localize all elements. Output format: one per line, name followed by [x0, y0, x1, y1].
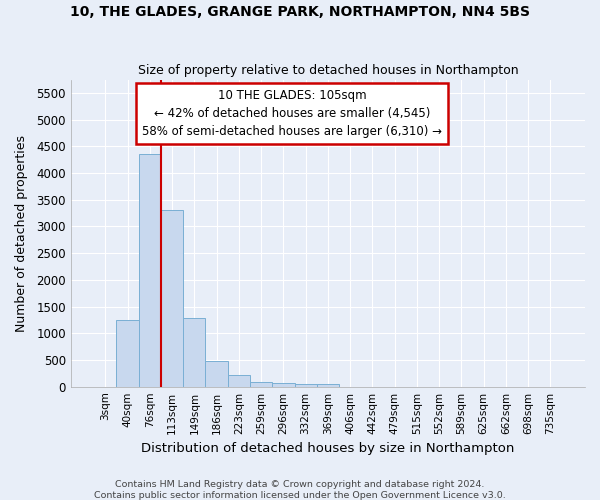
X-axis label: Distribution of detached houses by size in Northampton: Distribution of detached houses by size … [141, 442, 515, 455]
Bar [272, 383, 295, 386]
Text: 10, THE GLADES, GRANGE PARK, NORTHAMPTON, NN4 5BS: 10, THE GLADES, GRANGE PARK, NORTHAMPTON… [70, 5, 530, 19]
Bar [250, 382, 272, 386]
Text: Contains HM Land Registry data © Crown copyright and database right 2024.
Contai: Contains HM Land Registry data © Crown c… [94, 480, 506, 500]
Bar [295, 384, 317, 386]
Bar [183, 318, 205, 386]
Title: Size of property relative to detached houses in Northampton: Size of property relative to detached ho… [137, 64, 518, 77]
Bar [228, 375, 250, 386]
Bar [161, 210, 183, 386]
Bar [116, 320, 139, 386]
Bar [205, 360, 228, 386]
Y-axis label: Number of detached properties: Number of detached properties [15, 134, 28, 332]
Bar [317, 384, 339, 386]
Text: 10 THE GLADES: 105sqm
← 42% of detached houses are smaller (4,545)
58% of semi-d: 10 THE GLADES: 105sqm ← 42% of detached … [142, 89, 442, 138]
Bar [139, 154, 161, 386]
